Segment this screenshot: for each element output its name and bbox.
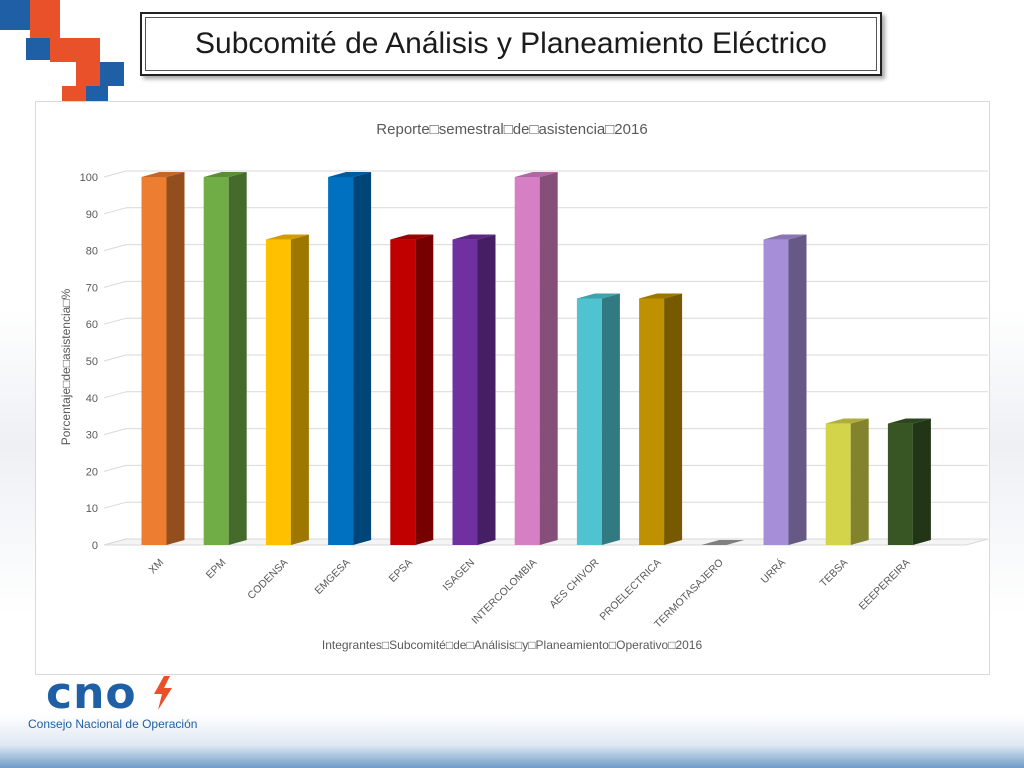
bar-top <box>639 293 683 299</box>
bar-front <box>390 239 416 545</box>
bar-top <box>265 234 309 240</box>
y-tick-label: 20 <box>86 466 98 478</box>
bar-side <box>290 234 309 545</box>
bar-side <box>477 234 496 545</box>
x-tick-label: EEEPEREIRA <box>857 557 913 613</box>
x-tick-label: INTERCOLOMBIA <box>469 557 539 627</box>
gridline-side <box>103 464 127 472</box>
gridline-side <box>103 428 127 436</box>
gridline-side <box>103 280 127 288</box>
x-tick-label: EMGESA <box>312 557 352 597</box>
bar-top <box>763 234 807 240</box>
bar-side <box>850 418 869 545</box>
y-tick-label: 30 <box>86 430 98 442</box>
bar-top <box>887 418 931 424</box>
bar-front <box>576 298 602 545</box>
x-tick-label: PROELECTRICA <box>597 557 663 623</box>
cno-logo: cno Consejo Nacional de Operación <box>28 668 228 738</box>
x-tick-label: AES CHIVOR <box>547 556 602 611</box>
slide-title-box: Subcomité de Análisis y Planeamiento Elé… <box>140 12 882 76</box>
bar-side <box>228 172 247 545</box>
gridline-side <box>103 538 127 546</box>
bar-front <box>514 177 540 545</box>
y-tick-label: 50 <box>86 356 98 368</box>
chart-title: Reporte□semestral□de□asistencia□2016 <box>376 121 647 138</box>
bar-side <box>912 418 931 545</box>
gridline-side <box>103 501 127 509</box>
bar-side <box>415 234 434 545</box>
lightning-bolt-icon <box>154 676 172 710</box>
y-tick-label: 80 <box>86 246 98 258</box>
gridline-side <box>103 317 127 325</box>
bar-front <box>328 177 354 545</box>
gridline-side <box>103 170 127 178</box>
cno-logo-word: cno <box>46 668 137 719</box>
x-tick-label: TEBSA <box>817 557 850 590</box>
bar-side <box>664 293 683 545</box>
bar-front <box>203 177 229 545</box>
x-tick-label: EPSA <box>387 557 415 585</box>
y-tick-label: 40 <box>86 393 98 405</box>
bar-side <box>788 234 807 545</box>
brand-squares-logo <box>0 0 130 110</box>
bar-top <box>514 172 558 177</box>
y-tick-label: 100 <box>80 172 98 184</box>
gridline-side <box>103 354 127 362</box>
bar-top <box>328 172 372 177</box>
x-tick-label: XM <box>146 557 166 577</box>
gridline-side <box>103 391 127 399</box>
bar-top <box>203 172 247 177</box>
gridline-side <box>103 244 127 252</box>
bar-side <box>166 172 185 545</box>
x-tick-label: URRÁ <box>758 556 788 586</box>
x-tick-label: ISAGEN <box>441 557 478 594</box>
bar-front <box>763 239 789 545</box>
y-tick-label: 0 <box>92 540 98 552</box>
bar-top <box>452 234 496 240</box>
y-axis-label: Porcentaje□de□asistencia□% <box>59 288 73 445</box>
bar-front <box>887 423 913 545</box>
bar-side <box>601 293 620 545</box>
bar-front <box>639 298 665 545</box>
y-tick-label: 90 <box>86 209 98 221</box>
bar-front <box>265 239 291 545</box>
y-tick-label: 10 <box>86 503 98 515</box>
bar-front <box>141 177 167 545</box>
attendance-bar-chart: 0 10 20 30 40 50 60 70 80 90 100 XM EPM CODENSA EMGESA… <box>59 121 989 652</box>
bar-side <box>353 172 372 545</box>
bar-front <box>825 423 851 545</box>
bar-side <box>539 172 558 545</box>
bar-front <box>452 239 478 545</box>
bar-top <box>701 540 745 545</box>
y-tick-label: 70 <box>86 282 98 294</box>
x-axis-label: Integrantes□Subcomité□de□Análisis□y□Plan… <box>322 638 703 652</box>
gridline-side <box>103 207 127 215</box>
bar-top <box>825 418 869 424</box>
x-tick-label: TERMOTASAJERO <box>652 557 726 631</box>
bar-top <box>576 293 620 299</box>
x-tick-label: CODENSA <box>245 557 290 602</box>
y-tick-label: 60 <box>86 319 98 331</box>
slide-title: Subcomité de Análisis y Planeamiento Elé… <box>145 17 877 71</box>
x-tick-label: EPM <box>204 557 229 582</box>
bar-top <box>141 172 185 177</box>
bar-top <box>390 234 434 240</box>
chart-panel: 0 10 20 30 40 50 60 70 80 90 100 XM EPM CODENSA EMGESA… <box>35 101 990 675</box>
cno-logo-subtitle: Consejo Nacional de Operación <box>28 717 198 731</box>
